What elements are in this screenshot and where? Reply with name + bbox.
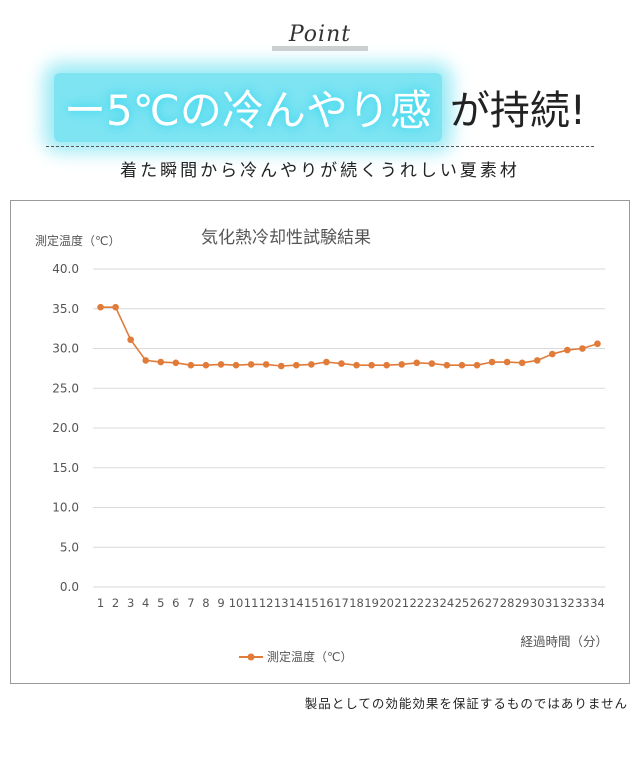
- x-tick-labels: 1 2 3 4 5 6 7 8 9 10 11 12 13 14 15 16 17 18 19 20 21 22 23 24 2…: [97, 596, 605, 610]
- x-tick-label: 6: [172, 596, 179, 610]
- data-point: [217, 361, 225, 368]
- data-point: [473, 361, 481, 369]
- x-tick-label: 10: [229, 596, 244, 610]
- x-tick-label: 26: [470, 596, 485, 610]
- x-tick-label: 34: [590, 596, 605, 610]
- data-point: [323, 358, 330, 366]
- line-chart: 気化熱冷却性試験結果 測定温度（℃） 経過時間（分） 0.0 5.0 10.0 15.…: [35, 228, 608, 664]
- x-tick-label: 19: [364, 596, 379, 610]
- y-tick-label: 0.0: [60, 580, 79, 594]
- data-point: [97, 303, 104, 311]
- x-tick-label: 27: [485, 596, 500, 610]
- data-point: [428, 360, 436, 367]
- subtitle: 着た瞬間から冷んやりが続くうれしい夏素材: [120, 161, 520, 181]
- data-point: [533, 357, 541, 364]
- grid-lines: [93, 268, 605, 588]
- data-point: [292, 361, 300, 369]
- data-point: [157, 358, 165, 366]
- data-point: [262, 361, 270, 368]
- x-tick-label: 5: [157, 596, 164, 610]
- y-axis-label: 測定温度（℃）: [35, 233, 120, 248]
- x-tick-label: 20: [379, 596, 394, 610]
- data-point: [277, 362, 285, 370]
- y-tick-label: 40.0: [52, 262, 79, 276]
- x-tick-label: 15: [304, 596, 319, 610]
- data-point: [353, 361, 360, 369]
- data-point: [488, 358, 496, 366]
- headline-glow-text: ー5℃の冷んやり感: [54, 72, 442, 142]
- series-line: [100, 306, 598, 367]
- y-tick-label: 25.0: [52, 381, 79, 395]
- data-point: [187, 361, 195, 369]
- data-point: [594, 340, 601, 348]
- data-point: [383, 361, 390, 369]
- data-point: [413, 359, 421, 367]
- data-point: [142, 357, 150, 364]
- x-tick-label: 3: [127, 596, 134, 610]
- y-tick-label: 15.0: [52, 461, 79, 475]
- x-tick-label: 14: [289, 596, 304, 610]
- data-point: [338, 360, 345, 367]
- x-tick-label: 8: [202, 596, 209, 610]
- data-point: [368, 361, 375, 369]
- headline-rest-text: が持続!: [449, 88, 586, 134]
- data-point: [518, 359, 526, 367]
- x-tick-label: 25: [455, 596, 470, 610]
- x-tick-label: 28: [500, 596, 515, 610]
- x-tick-label: 32: [560, 596, 575, 610]
- x-tick-label: 13: [274, 596, 289, 610]
- y-tick-label: 35.0: [52, 302, 79, 316]
- data-point: [247, 361, 255, 368]
- legend: 測定温度（℃）: [239, 649, 352, 664]
- headline: ー5℃の冷んやり感 が持続!: [0, 72, 640, 142]
- point-underline: [272, 46, 368, 51]
- data-point: [112, 303, 119, 311]
- x-tick-label: 1: [97, 596, 104, 610]
- data-point: [308, 361, 315, 368]
- y-tick-labels: 0.0 5.0 10.0 15.0 20.0 25.0 30.0 35.0 40.0: [52, 262, 79, 594]
- chart-frame: 気化熱冷却性試験結果 測定温度（℃） 経過時間（分） 0.0 5.0 10.0 15.…: [10, 200, 630, 684]
- x-axis-label: 経過時間（分）: [520, 634, 608, 649]
- x-tick-label: 22: [409, 596, 424, 610]
- y-tick-label: 10.0: [52, 501, 79, 515]
- point-label: Point: [288, 22, 352, 47]
- data-point: [172, 359, 180, 367]
- x-tick-label: 29: [515, 596, 530, 610]
- data-point: [127, 336, 134, 344]
- y-tick-label: 5.0: [60, 540, 79, 554]
- data-point: [443, 361, 451, 369]
- x-tick-label: 17: [334, 596, 349, 610]
- x-tick-label: 31: [545, 596, 560, 610]
- data-point: [458, 361, 466, 369]
- legend-label: 測定温度（℃）: [267, 649, 352, 664]
- x-tick-label: 9: [217, 596, 224, 610]
- x-tick-label: 30: [530, 596, 545, 610]
- data-point: [548, 350, 556, 358]
- x-tick-label: 24: [440, 596, 455, 610]
- x-tick-label: 21: [394, 596, 409, 610]
- x-tick-label: 12: [259, 596, 274, 610]
- x-tick-label: 4: [142, 596, 149, 610]
- chart-title: 気化熱冷却性試験結果: [201, 228, 371, 248]
- legend-marker-swatch: [247, 653, 255, 661]
- disclaimer: 製品としての効能効果を保証するものではありません: [304, 696, 628, 711]
- series-layer: [97, 303, 601, 370]
- dashed-divider: [46, 146, 594, 147]
- data-point: [503, 358, 511, 366]
- y-tick-label: 30.0: [52, 342, 79, 356]
- x-tick-label: 11: [244, 596, 259, 610]
- x-tick-label: 33: [575, 596, 590, 610]
- data-point: [202, 361, 210, 369]
- data-point: [579, 345, 586, 352]
- x-tick-label: 2: [112, 596, 119, 610]
- x-tick-label: 23: [425, 596, 440, 610]
- data-point: [232, 361, 240, 369]
- data-point: [564, 346, 571, 354]
- x-tick-label: 16: [319, 596, 334, 610]
- data-point: [398, 361, 406, 368]
- x-tick-label: 7: [187, 596, 194, 610]
- x-tick-label: 18: [349, 596, 364, 610]
- y-tick-label: 20.0: [52, 421, 79, 435]
